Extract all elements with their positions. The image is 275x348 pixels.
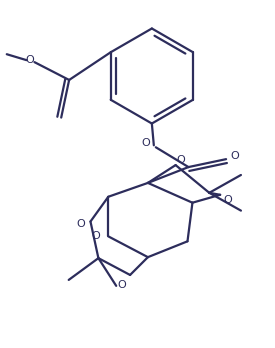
- Text: O: O: [176, 155, 185, 165]
- Text: O: O: [25, 55, 34, 65]
- Text: O: O: [142, 138, 150, 148]
- Text: O: O: [231, 151, 239, 161]
- Text: O: O: [91, 231, 100, 242]
- Text: O: O: [118, 280, 127, 290]
- Text: O: O: [224, 195, 232, 205]
- Text: O: O: [76, 220, 85, 229]
